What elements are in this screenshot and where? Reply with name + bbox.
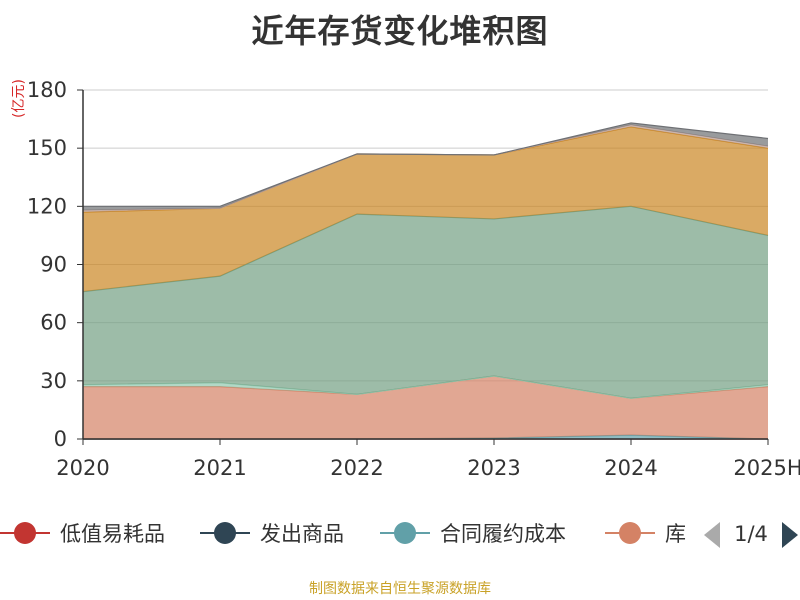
x-tick-label: 2024 <box>604 456 657 480</box>
axes: 0 30 60 90 120 150 180 2020 2021 2022 2023 2024 2025… <box>27 78 800 480</box>
area-series-7 <box>83 126 768 292</box>
legend-next-page-icon[interactable] <box>782 522 798 548</box>
legend-item[interactable]: 低值易耗品 <box>0 522 165 546</box>
area-series-9 <box>83 122 768 211</box>
area-series-6 <box>83 206 768 399</box>
y-tick-label: 150 <box>27 136 67 160</box>
legend-item[interactable]: 发出商品 <box>200 522 344 546</box>
x-tick-label: 2020 <box>56 456 109 480</box>
area-库存商品 <box>83 375 768 439</box>
legend-label: 合同履约成本 <box>440 522 566 546</box>
y-tick-label: 120 <box>27 194 67 218</box>
y-tick-label: 90 <box>40 253 67 277</box>
x-tick-label: 2021 <box>193 456 246 480</box>
x-tick-label: 2022 <box>330 456 383 480</box>
x-tick-label: 2023 <box>467 456 520 480</box>
legend-prev-page-icon[interactable] <box>704 522 720 548</box>
line-series-9 <box>83 122 769 207</box>
legend-page-indicator: 1/4 <box>734 522 768 546</box>
y-tick-label: 180 <box>27 78 67 102</box>
legend-label: 库 <box>665 522 686 546</box>
area-series-layer <box>82 122 769 440</box>
legend-marker <box>619 522 641 544</box>
legend-marker <box>214 522 236 544</box>
y-tick-label: 30 <box>40 369 67 393</box>
y-tick-label: 0 <box>54 427 67 451</box>
data-source-footer: 制图数据来自恒生聚源数据库 <box>309 581 491 597</box>
legend-label: 低值易耗品 <box>60 522 165 546</box>
legend-marker <box>14 522 36 544</box>
legend-item[interactable]: 合同履约成本 <box>380 522 566 546</box>
x-tick-label: 2025H <box>733 456 800 480</box>
y-tick-label: 60 <box>40 311 67 335</box>
legend-label: 发出商品 <box>260 522 344 546</box>
legend[interactable]: 低值易耗品 发出商品 合同履约成本 库 1/4 <box>0 522 798 548</box>
legend-item[interactable]: 库 <box>605 522 686 546</box>
legend-marker <box>394 522 416 544</box>
chart-title: 近年存货变化堆积图 <box>251 12 549 50</box>
